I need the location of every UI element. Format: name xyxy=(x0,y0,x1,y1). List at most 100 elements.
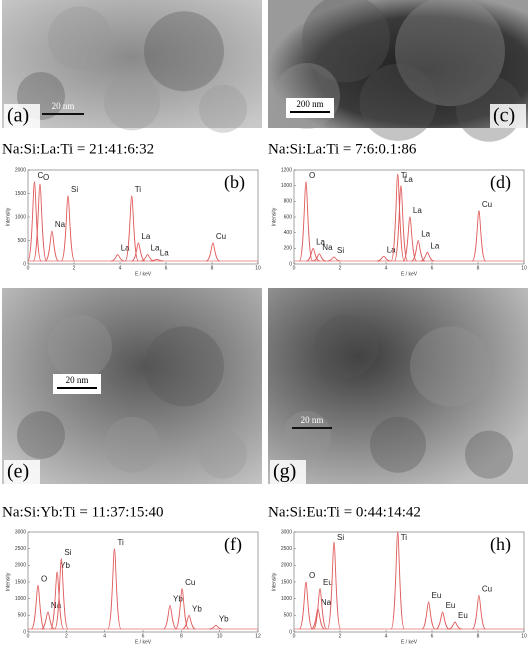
peak xyxy=(327,257,340,261)
peak xyxy=(472,211,485,261)
peak xyxy=(132,243,145,261)
peak xyxy=(206,243,219,261)
particle xyxy=(370,417,426,473)
peak xyxy=(299,582,312,629)
peak xyxy=(111,255,124,261)
panel-label: (e) xyxy=(7,461,29,483)
particle xyxy=(314,315,378,379)
x-tick-label: 4 xyxy=(385,633,388,639)
peak xyxy=(448,622,461,629)
y-tick-label: 0 xyxy=(23,629,26,635)
y-axis-label: Intensity xyxy=(271,207,277,226)
spectrum-label: (b) xyxy=(224,172,245,193)
panel-label: (g) xyxy=(273,461,296,483)
peak-label: Si xyxy=(337,246,344,255)
x-axis-label: E / keV xyxy=(135,271,152,277)
peak xyxy=(182,615,195,629)
peak-label: Na xyxy=(321,598,332,607)
peak xyxy=(41,612,54,629)
y-tick-label: 0 xyxy=(289,261,292,267)
x-axis-label: E / keV xyxy=(135,639,152,645)
y-tick-label: 1500 xyxy=(15,191,26,197)
y-tick-label: 400 xyxy=(284,230,293,236)
y-axis-label: Intensity xyxy=(5,572,11,591)
x-axis-label: E / keV xyxy=(401,271,418,277)
composition: Na:Si:Yb:Ti = 11:37:15:40 xyxy=(2,504,164,520)
peak-label: La xyxy=(413,206,422,215)
peak-label: O xyxy=(309,171,315,180)
peak-label: Si xyxy=(71,185,78,194)
peak xyxy=(209,625,222,629)
peak-label: Si xyxy=(64,548,71,557)
peak xyxy=(421,252,434,261)
x-tick-label: 6 xyxy=(431,633,434,639)
y-tick-label: 2500 xyxy=(15,546,26,552)
x-axis-label: E / keV xyxy=(401,639,418,645)
figure: 20 nm(a)Na:Si:La:Ti = 21:41:6:3202468100… xyxy=(0,0,530,649)
y-tick-label: 800 xyxy=(284,199,293,205)
peak-label: Eu xyxy=(458,611,468,620)
peak xyxy=(313,589,326,629)
peak xyxy=(299,182,312,261)
particle xyxy=(17,411,65,459)
peak xyxy=(163,605,176,629)
peak-label: Eu xyxy=(323,578,333,587)
y-tick-label: 200 xyxy=(284,246,293,252)
particle xyxy=(465,431,513,479)
particle xyxy=(144,11,224,91)
composition: Na:Si:La:Ti = 21:41:6:32 xyxy=(2,141,154,157)
peak xyxy=(472,595,485,629)
peak-label: Yb xyxy=(219,614,229,623)
y-tick-label: 1000 xyxy=(15,596,26,602)
x-tick-label: 0 xyxy=(293,633,296,639)
peak xyxy=(422,602,435,629)
peak-label: La xyxy=(430,241,439,250)
x-tick-label: 6 xyxy=(165,265,168,271)
peak-label: Ti xyxy=(401,533,408,542)
particle xyxy=(48,6,112,70)
particle xyxy=(199,431,247,479)
peak-label: Yb xyxy=(192,604,202,613)
y-axis-label: Intensity xyxy=(5,207,11,226)
peak xyxy=(108,549,121,629)
y-tick-label: 500 xyxy=(284,613,293,619)
peak-label: La xyxy=(387,245,396,254)
x-tick-label: 2 xyxy=(73,265,76,271)
x-tick-label: 8 xyxy=(477,265,480,271)
scale-bar-label: 200 nm xyxy=(296,99,323,109)
peak-label: La xyxy=(160,248,169,257)
panel-label: (a) xyxy=(7,105,29,127)
peak xyxy=(391,532,404,629)
y-tick-label: 500 xyxy=(18,238,27,244)
peak-label: Yb xyxy=(173,594,183,603)
x-tick-label: 8 xyxy=(477,633,480,639)
peak xyxy=(31,585,44,629)
x-tick-label: 4 xyxy=(119,265,122,271)
particle xyxy=(199,85,247,133)
panel-label: (c) xyxy=(493,105,515,127)
peak-label: Si xyxy=(337,533,344,542)
peak-label: La xyxy=(141,232,150,241)
composition: Na:Si:La:Ti = 7:6:0.1:86 xyxy=(268,141,417,157)
x-tick-label: 2 xyxy=(339,633,342,639)
peak-label: O xyxy=(43,173,49,182)
x-tick-label: 2 xyxy=(339,265,342,271)
peak-label: Na xyxy=(55,220,66,229)
y-tick-label: 1500 xyxy=(15,579,26,585)
particle xyxy=(144,326,224,406)
y-tick-label: 2000 xyxy=(15,167,26,173)
x-tick-label: 4 xyxy=(385,265,388,271)
peak-label: Cu xyxy=(185,578,195,587)
particle xyxy=(104,74,160,130)
peak-label: Cu xyxy=(216,232,226,241)
peak-label: Cu xyxy=(482,584,492,593)
x-tick-label: 2 xyxy=(65,633,68,639)
x-tick-label: 10 xyxy=(521,265,527,271)
x-tick-label: 6 xyxy=(431,265,434,271)
peak xyxy=(45,231,58,261)
peak-label: Eu xyxy=(446,601,456,610)
y-tick-label: 2000 xyxy=(15,563,26,569)
spectrum-label: (h) xyxy=(490,534,511,555)
scale-bar-label: 20 nm xyxy=(52,101,75,111)
peak-label: La xyxy=(121,244,130,253)
